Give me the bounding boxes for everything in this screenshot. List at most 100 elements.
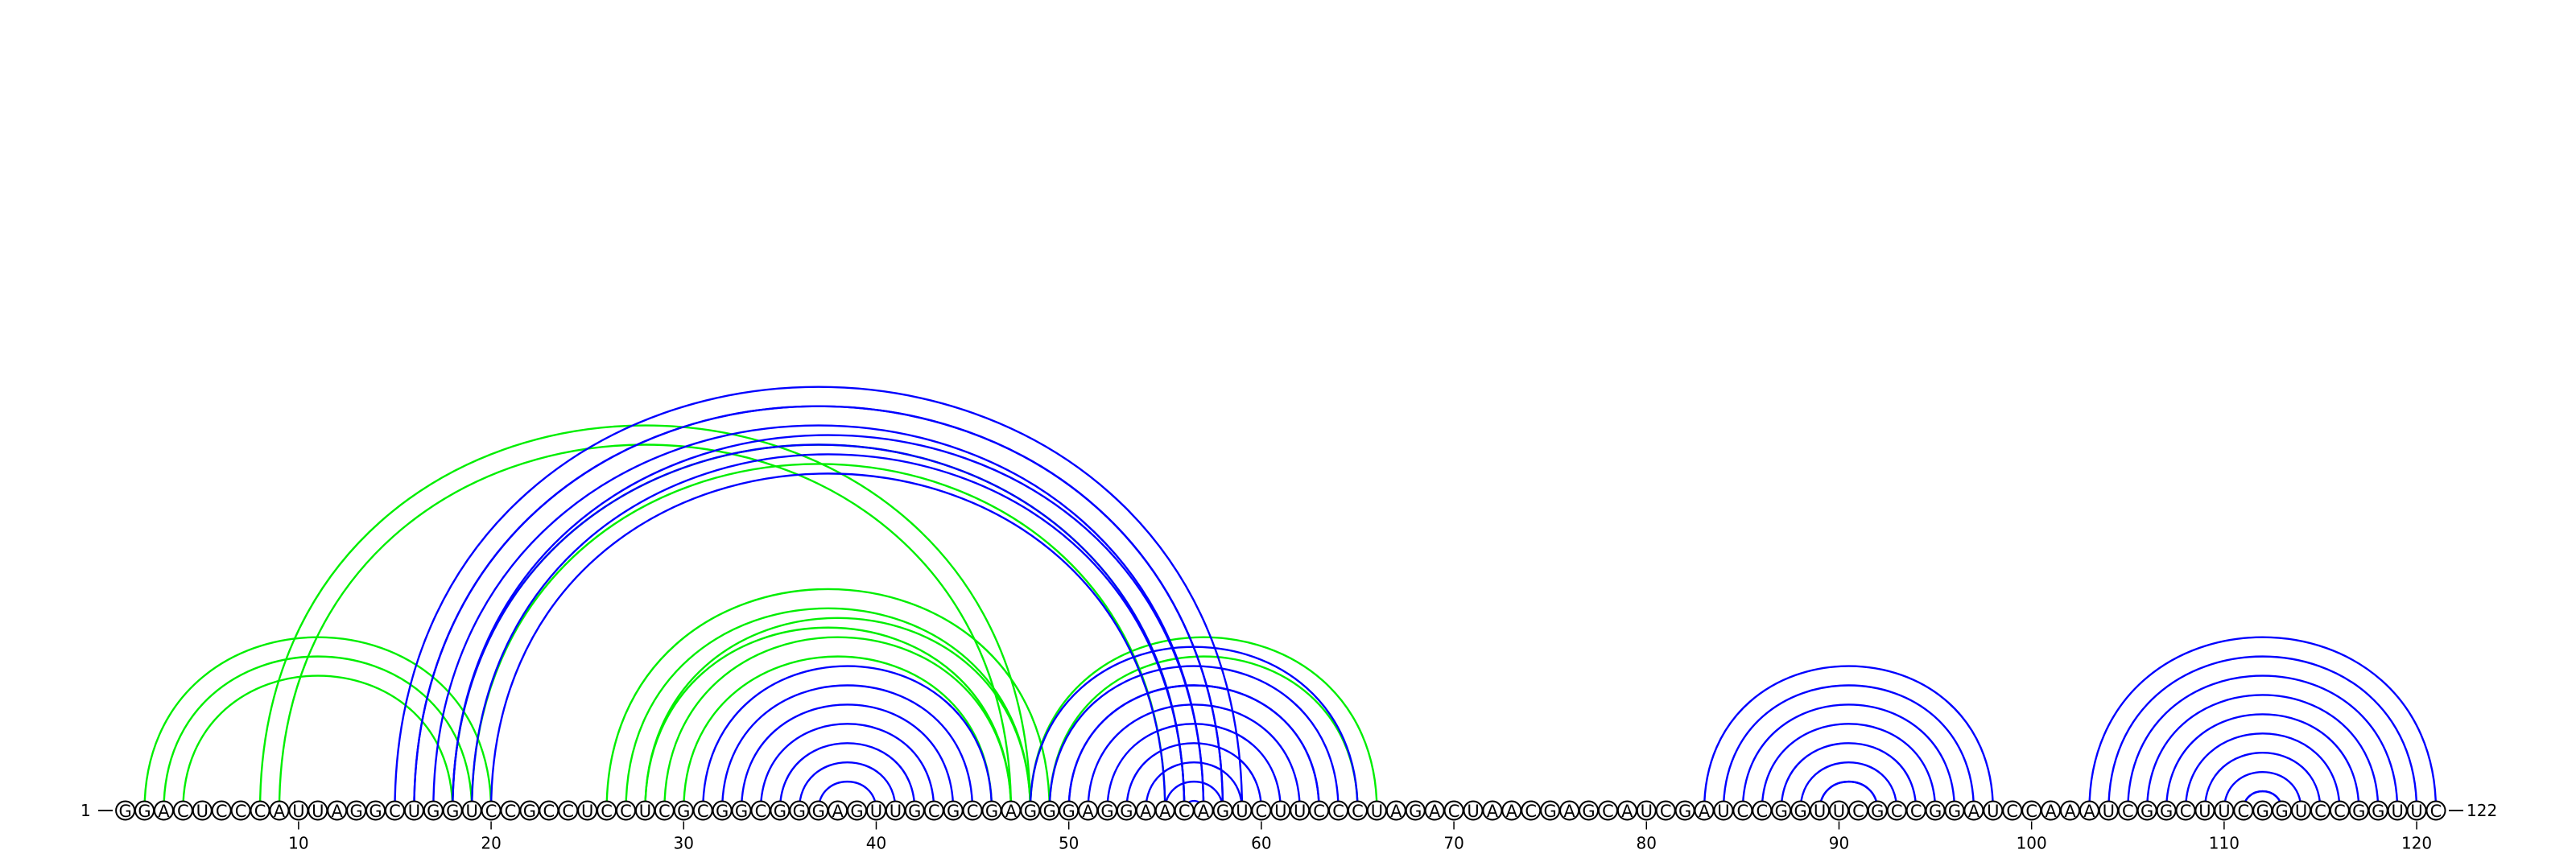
nucleotide-letter: U — [2218, 802, 2230, 821]
structure-b-arcs — [143, 424, 1378, 811]
nucleotide-letter: G — [793, 802, 806, 821]
nucleotide: A — [1135, 800, 1156, 821]
structure-b-arc — [683, 655, 993, 811]
structure-a-arc — [1067, 684, 1320, 811]
nucleotide-letter: U — [870, 802, 882, 821]
nucleotide-letter: G — [1024, 802, 1037, 821]
nucleotide: A — [1154, 800, 1175, 821]
nucleotide: C — [2021, 800, 2042, 821]
nucleotide: G — [346, 800, 367, 821]
structure-b-arc — [278, 443, 1013, 811]
nucleotide: G — [1059, 800, 1080, 821]
nucleotide-letter: U — [1717, 802, 1729, 821]
tick-label: 40 — [866, 834, 886, 853]
structure-b-arc — [470, 463, 1166, 811]
nucleotide-letter: U — [1371, 802, 1383, 821]
nucleotide: G — [423, 800, 444, 821]
nucleotide: G — [1540, 800, 1561, 821]
nucleotide-letter: U — [312, 802, 324, 821]
nucleotide-letter: C — [1756, 802, 1768, 821]
nucleotide-letter: C — [2180, 802, 2192, 821]
nucleotide-letter: C — [1448, 802, 1460, 821]
nucleotide: C — [1847, 800, 1868, 821]
nucleotide-letter: U — [639, 802, 651, 821]
nucleotide: G — [943, 800, 964, 821]
nucleotide: G — [1212, 800, 1233, 821]
nucleotide: A — [269, 800, 290, 821]
nucleotide: C — [1347, 800, 1368, 821]
nucleotide-letter: U — [1641, 802, 1653, 821]
nucleotide: U — [865, 800, 886, 821]
nucleotide: U — [1636, 800, 1657, 821]
nucleotide-letter: A — [1699, 802, 1711, 821]
nucleotide: C — [1886, 800, 1907, 821]
structure-b-arc — [644, 617, 1032, 811]
nucleotide-letter: C — [928, 802, 940, 821]
nucleotide-letter: G — [118, 802, 131, 821]
nucleotide-letter: C — [254, 802, 266, 821]
structure-a-arc — [2127, 674, 2399, 811]
nucleotide: U — [1828, 800, 1849, 821]
structure-b-arc — [163, 655, 473, 811]
nucleotide-letter: U — [2410, 802, 2422, 821]
nucleotide-letter: C — [658, 802, 671, 821]
nucleotide-letter: G — [2160, 802, 2173, 821]
nucleotide: C — [2233, 800, 2254, 821]
nucleotide: C — [250, 800, 270, 821]
nucleotide: G — [981, 800, 1002, 821]
nucleotide: U — [192, 800, 213, 821]
nucleotide-letter: C — [2006, 802, 2018, 821]
nucleotide: U — [288, 800, 309, 821]
nucleotide-letter: U — [2103, 802, 2115, 821]
nucleotide-letter: A — [1968, 802, 1980, 821]
structure-b-arc — [258, 424, 1032, 811]
nucleotide: A — [1963, 800, 1984, 821]
nucleotide-letter: G — [1409, 802, 1422, 821]
nucleotide: A — [327, 800, 348, 821]
nucleotide-letter: U — [1467, 802, 1479, 821]
nucleotide-letter: C — [1852, 802, 1864, 821]
nucleotide-letter: G — [1216, 802, 1229, 821]
nucleotide: U — [2387, 800, 2408, 821]
structure-a-arc — [778, 742, 916, 811]
nucleotide-letter: C — [2314, 802, 2326, 821]
nucleotide-letter: G — [2352, 802, 2365, 821]
structure-a-arc — [1145, 761, 1244, 811]
nucleotide: G — [1944, 800, 1965, 821]
nucleotide-letter: U — [581, 802, 593, 821]
structure-b-arc — [1029, 636, 1378, 811]
nucleotide-letter: G — [677, 802, 690, 821]
nucleotide-letter: U — [196, 802, 208, 821]
nucleotide: C — [1251, 800, 1272, 821]
position-axis: 10 20 30 40 50 60 70 80 90 100 110 120 — [288, 821, 2432, 853]
nucleotide: C — [1443, 800, 1464, 821]
nucleotide: G — [1020, 800, 1041, 821]
nucleotide: G — [2136, 800, 2157, 821]
nucleotide: A — [1482, 800, 1503, 821]
nucleotide: A — [1424, 800, 1445, 821]
nucleotide-letter: U — [2198, 802, 2211, 821]
nucleotide-letter: G — [2275, 802, 2288, 821]
structure-a-arc — [1818, 781, 1879, 811]
nucleotide-letter: A — [1506, 802, 1518, 821]
tick-label: 10 — [288, 834, 308, 853]
structure-a-arc — [1106, 723, 1282, 811]
nucleotide-letter: C — [1602, 802, 1614, 821]
nucleotide-letter: G — [1544, 802, 1557, 821]
nucleotide-letter: A — [332, 802, 344, 821]
nucleotide: C — [597, 800, 617, 821]
structure-a-arc — [1722, 684, 1975, 811]
nucleotide-letter: C — [1332, 802, 1344, 821]
nucleotide-letter: C — [389, 802, 401, 821]
nucleotide-letter: C — [2237, 802, 2249, 821]
nucleotide-letter: G — [2256, 802, 2269, 821]
nucleotide-letter: G — [138, 802, 151, 821]
nucleotide: G — [1405, 800, 1426, 821]
nucleotide-letter: G — [369, 802, 382, 821]
nucleotide: G — [1771, 800, 1792, 821]
nucleotide: G — [115, 800, 136, 821]
nucleotide: U — [461, 800, 482, 821]
nucleotide-letter: G — [1063, 802, 1075, 821]
